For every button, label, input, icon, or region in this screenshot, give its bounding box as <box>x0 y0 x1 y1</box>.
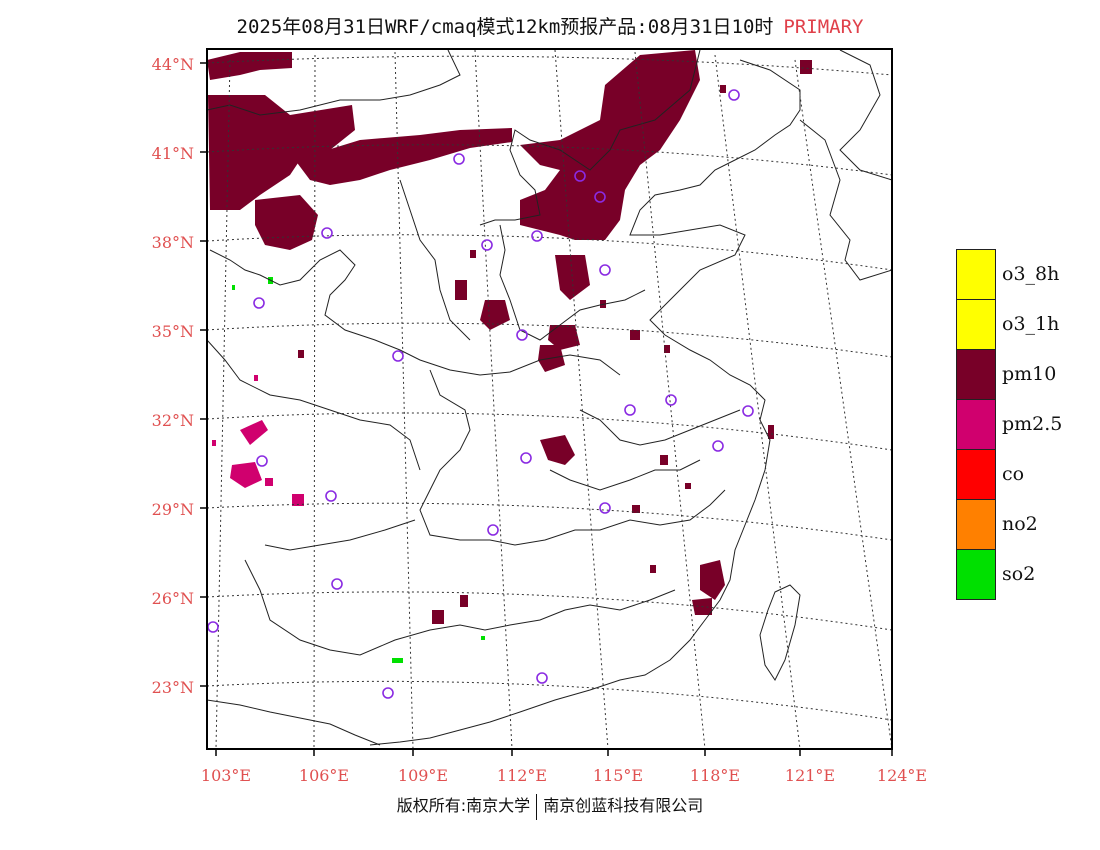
footer-divider <box>536 793 538 820</box>
pm10-patch-band <box>295 128 512 185</box>
station-marker <box>520 452 532 464</box>
boundary-lines <box>207 49 892 746</box>
station-marker <box>742 405 754 417</box>
lat-label: 26°N <box>151 589 194 608</box>
pm10-patch-shanxi-b <box>480 300 510 330</box>
station-marker <box>382 687 394 699</box>
station-marker <box>599 502 611 514</box>
lon-label: 112°E <box>496 766 548 785</box>
lat-label: 38°N <box>151 233 194 252</box>
lat-label: 23°N <box>151 678 194 697</box>
copyright-footer: 版权所有:南京大学 南京创蓝科技有限公司 <box>0 792 1100 820</box>
lon-label: 115°E <box>592 766 644 785</box>
station-marker <box>392 350 404 362</box>
pm25-patch-chengdu <box>230 462 262 488</box>
lon-label: 106°E <box>298 766 350 785</box>
lat-label: 32°N <box>151 411 194 430</box>
station-marker <box>253 297 265 309</box>
pm10-patch-ordos <box>255 195 318 250</box>
lat-label: 44°N <box>151 55 194 74</box>
legend-swatch <box>956 549 996 600</box>
legend-swatch <box>956 499 996 550</box>
legend-label: pm2.5 <box>1002 413 1063 435</box>
station-marker <box>531 230 543 242</box>
station-marker <box>453 153 465 165</box>
axis-ticks <box>200 62 893 756</box>
lat-label: 41°N <box>151 144 194 163</box>
lat-label: 35°N <box>151 322 194 341</box>
station-marker <box>256 455 268 467</box>
legend-label: no2 <box>1002 513 1038 535</box>
copyright-owner: 版权所有:南京大学 <box>396 796 531 815</box>
legend-label: o3_1h <box>1002 313 1060 335</box>
station-marker <box>624 404 636 416</box>
station-marker <box>728 89 740 101</box>
legend-label: co <box>1002 463 1025 485</box>
legend-swatch <box>956 449 996 500</box>
map-title: 2025年08月31日WRF/cmaq模式12km预报产品:08月31日10时 P… <box>0 12 1100 39</box>
map-frame <box>206 48 893 750</box>
legend-swatch <box>956 249 996 300</box>
station-marker <box>481 239 493 251</box>
lat-label: 29°N <box>151 500 194 519</box>
title-tag: PRIMARY <box>783 16 864 38</box>
legend-swatch <box>956 299 996 350</box>
station-marker <box>207 621 219 633</box>
pm10-patch-fujian <box>700 560 725 600</box>
lon-label: 109°E <box>397 766 449 785</box>
pm10-patch-henan <box>548 325 580 350</box>
lon-label: 103°E <box>200 766 252 785</box>
pm10-patches <box>207 50 812 624</box>
graticule <box>207 49 892 749</box>
station-marker <box>331 578 343 590</box>
title-text: 2025年08月31日WRF/cmaq模式12km预报产品:08月31日10时 <box>236 16 774 38</box>
legend-swatch <box>956 399 996 450</box>
station-marker <box>516 329 528 341</box>
station-marker <box>665 394 677 406</box>
station-marker <box>321 227 333 239</box>
station-marker <box>594 191 606 203</box>
lon-label: 118°E <box>689 766 741 785</box>
station-marker <box>599 264 611 276</box>
station-marker <box>574 170 586 182</box>
legend-label: o3_8h <box>1002 263 1060 285</box>
pm10-patch-wuhan <box>540 435 575 465</box>
pm10-patch-beijing <box>520 50 700 240</box>
station-marker <box>712 440 724 452</box>
pm10-patch-inner-mongolia <box>208 95 355 210</box>
copyright-company: 南京创蓝科技有限公司 <box>543 796 704 815</box>
pm25-patches <box>212 375 304 506</box>
station-marker <box>487 524 499 536</box>
pm25-patch-sichuan-north <box>240 420 268 445</box>
legend-label: so2 <box>1002 563 1036 585</box>
station-markers <box>207 89 754 699</box>
legend-label: pm10 <box>1002 363 1057 385</box>
lon-label: 124°E <box>876 766 928 785</box>
pm10-patch-northwest <box>207 52 292 80</box>
station-marker <box>325 490 337 502</box>
pm10-patch-shanxi-a <box>555 255 590 300</box>
lon-label: 121°E <box>784 766 836 785</box>
station-marker <box>536 672 548 684</box>
legend-swatch <box>956 349 996 400</box>
